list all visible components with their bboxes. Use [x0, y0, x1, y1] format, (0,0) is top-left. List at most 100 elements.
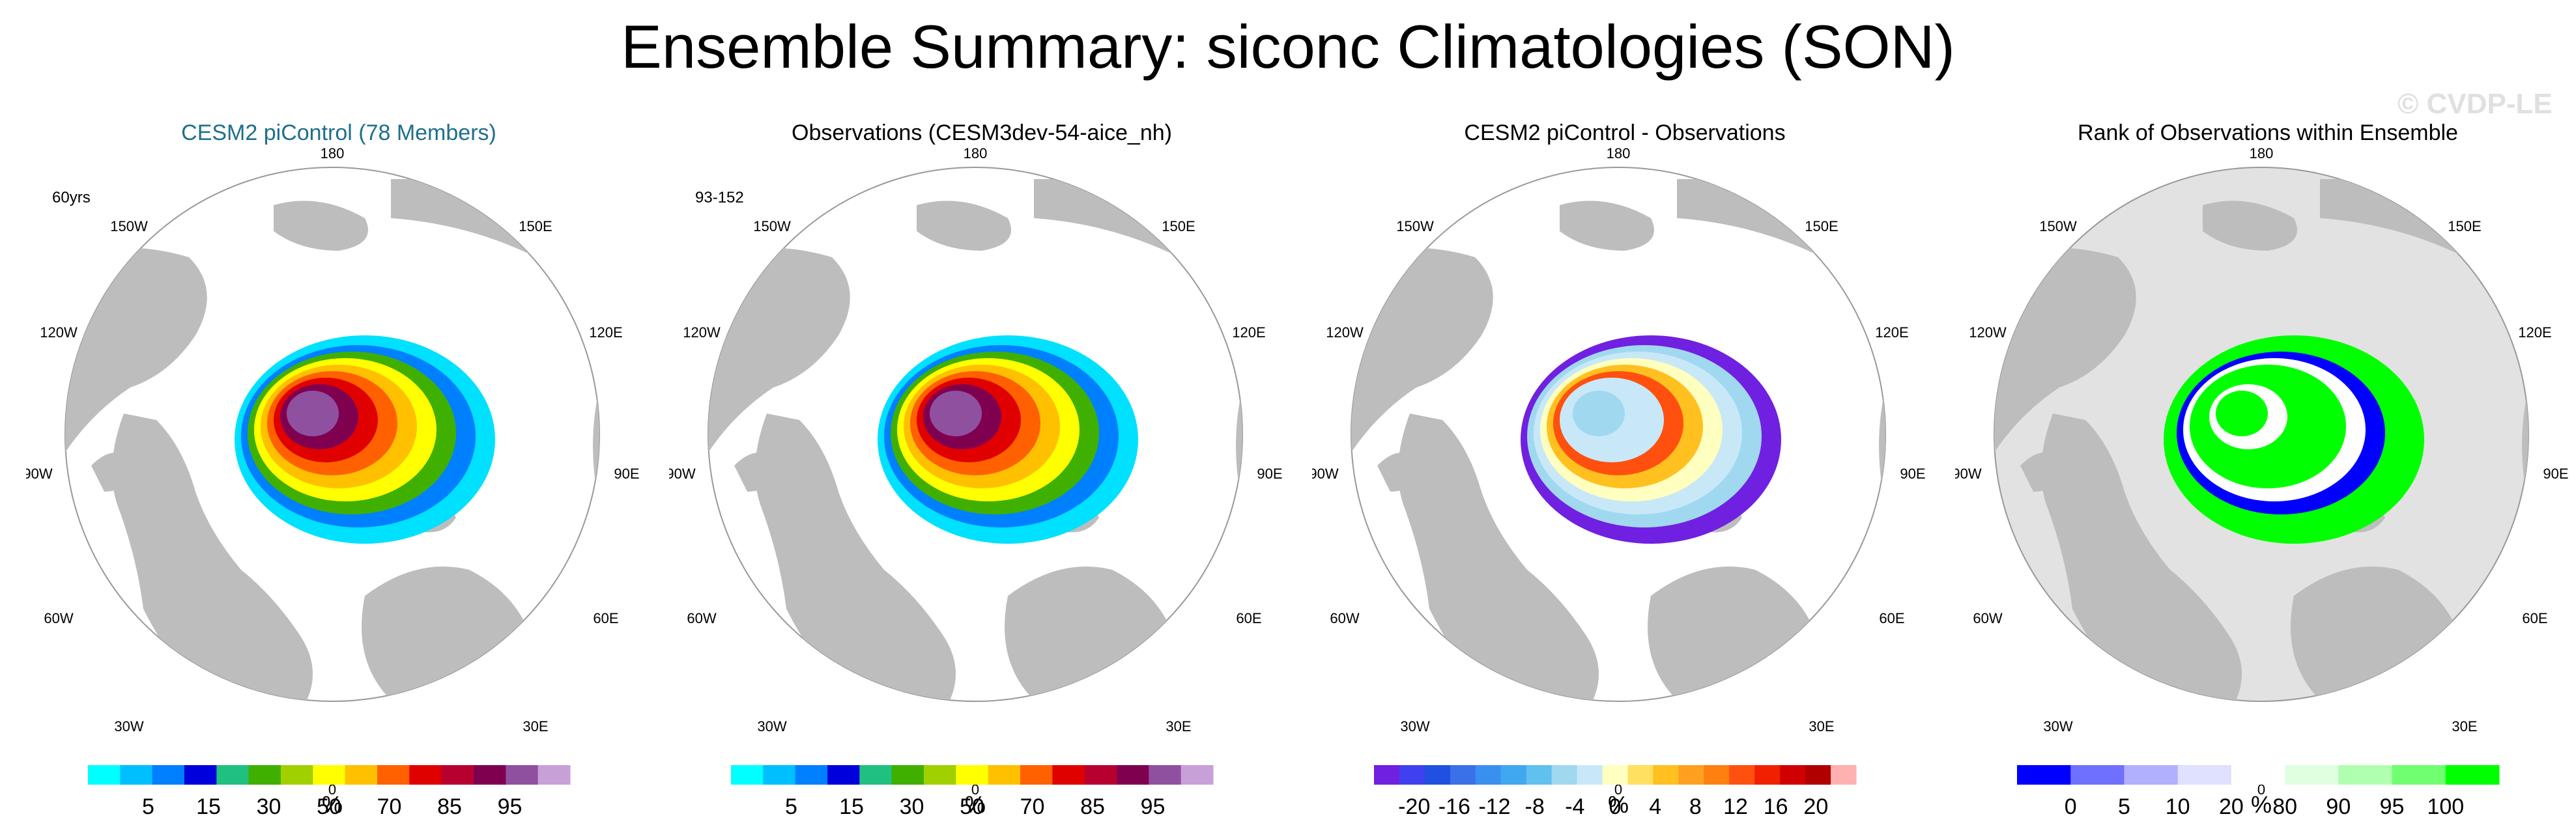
longitude-label: 60E [2522, 610, 2547, 626]
colorbar-label: 80 [2272, 794, 2297, 819]
colorbar-swatch [537, 765, 571, 785]
colorbar-label: 70 [1020, 794, 1045, 819]
colorbar-label: 5 [142, 794, 154, 819]
colorbar-swatch [2392, 765, 2446, 785]
longitude-label: 150W [110, 218, 148, 234]
longitude-label: 180 [1607, 145, 1631, 161]
colorbar-label: 4 [1649, 794, 1661, 819]
longitude-label: 0 [2257, 781, 2265, 798]
colorbar-label: 20 [1803, 794, 1828, 819]
longitude-label: 150E [2448, 218, 2481, 234]
longitude-label: 30E [1809, 718, 1834, 735]
colorbar-swatch [1117, 765, 1149, 785]
longitude-label: 150W [753, 218, 791, 234]
ice-concentration-region [287, 391, 339, 436]
colorbar-swatch [731, 765, 764, 785]
colorbar-swatch [891, 765, 924, 785]
colorbar-label: 95 [1141, 794, 1166, 819]
colorbar-swatch [1754, 765, 1781, 785]
colorbar-unit: % [2250, 791, 2272, 818]
colorbar-swatch [1678, 765, 1704, 785]
panel-title: CESM2 piControl (78 Members) [181, 120, 496, 145]
colorbar-swatch [1424, 765, 1451, 785]
colorbar-swatch [313, 765, 346, 785]
longitude-label: 30W [114, 718, 143, 735]
longitude-label: 0 [328, 781, 336, 798]
colorbar-swatch [827, 765, 860, 785]
longitude-label: 180 [964, 145, 988, 161]
longitude-label: 60E [1236, 610, 1261, 626]
colorbar-label: 30 [900, 794, 924, 819]
colorbar-swatch [120, 765, 153, 785]
longitude-label: 90E [2543, 466, 2568, 482]
longitude-label: 0 [971, 781, 979, 798]
longitude-label: 90E [614, 466, 639, 482]
polar-map: 180 150W 150E 120W 120E 90W 90E 60W 60E 30W 30E 0 0 5… [1955, 145, 2569, 819]
colorbar-swatch [1653, 765, 1679, 785]
landmass [2203, 201, 2297, 251]
colorbar-swatch [1780, 765, 1806, 785]
colorbar-swatch [152, 765, 185, 785]
longitude-label: 30E [1166, 718, 1191, 735]
colorbar-label: 90 [2326, 794, 2351, 819]
longitude-label: 90W [26, 466, 53, 482]
colorbar-swatch [2231, 765, 2285, 785]
colorbar-label: 8 [1689, 794, 1702, 819]
longitude-label: 120W [683, 324, 721, 341]
colorbar-label: 95 [2380, 794, 2405, 819]
colorbar-swatch [859, 765, 893, 785]
longitude-label: 30W [2043, 718, 2072, 735]
colorbar-swatch [1450, 765, 1476, 785]
colorbar-swatch [1475, 765, 1502, 785]
longitude-label: 90W [1312, 466, 1339, 482]
colorbar-swatch [1149, 765, 1182, 785]
colorbar-swatch [409, 765, 442, 785]
longitude-label: 90W [1955, 466, 1982, 482]
colorbar-label: 100 [2427, 794, 2464, 819]
panel-model-climatology: CESM2 piControl (78 Members) 60yrs 180 15… [26, 114, 651, 837]
landmass [1560, 201, 1654, 251]
colorbar-swatch [1831, 765, 1857, 785]
panel-title: Rank of Observations within Ensemble [2078, 120, 2458, 145]
longitude-label: 120E [2518, 324, 2551, 341]
colorbar-swatch [88, 765, 121, 785]
ice-concentration-region [2216, 391, 2268, 436]
colorbar-label: 16 [1764, 794, 1788, 819]
longitude-label: 90W [669, 466, 696, 482]
colorbar-swatch [1627, 765, 1653, 785]
panel-title: Observations (CESM3dev-54-aice_nh) [792, 120, 1172, 145]
longitude-label: 60E [593, 610, 618, 626]
colorbar-swatch [474, 765, 506, 785]
page-title: Ensemble Summary: siconc Climatologies (… [621, 12, 1955, 81]
colorbar-swatch [1526, 765, 1553, 785]
colorbar-label: -16 [1438, 794, 1470, 819]
colorbar-label: -4 [1565, 794, 1584, 819]
longitude-label: 30W [1400, 718, 1429, 735]
longitude-label: 120W [1326, 324, 1364, 341]
longitude-label: 120W [40, 324, 78, 341]
colorbar-swatch [377, 765, 410, 785]
watermark: © CVDP-LE [2397, 88, 2553, 120]
colorbar-label: 50 [960, 794, 984, 819]
colorbar-swatch [1052, 765, 1085, 785]
longitude-label: 150E [519, 218, 552, 234]
longitude-label: 0 [1614, 781, 1622, 798]
colorbar-swatch [248, 765, 281, 785]
colorbar-swatch [1729, 765, 1755, 785]
colorbar-swatch [1181, 765, 1214, 785]
colorbar-swatch [345, 765, 378, 785]
longitude-label: 60W [44, 610, 73, 626]
colorbar-label: 10 [2166, 794, 2190, 819]
colorbar-label: 95 [498, 794, 522, 819]
longitude-label: 30W [757, 718, 786, 735]
colorbar-label: 50 [317, 794, 341, 819]
colorbar-label: 30 [257, 794, 281, 819]
longitude-label: 150E [1805, 218, 1838, 234]
colorbar-swatch [1084, 765, 1117, 785]
landmass [2020, 453, 2066, 492]
polar-map: 180 150W 150E 120W 120E 90W 90E 60W 60E 30W 30E 0 5 1… [669, 145, 1283, 819]
longitude-label: 60W [687, 610, 716, 626]
landmass [274, 201, 368, 251]
landmass [917, 201, 1011, 251]
longitude-label: 120E [1875, 324, 1908, 341]
